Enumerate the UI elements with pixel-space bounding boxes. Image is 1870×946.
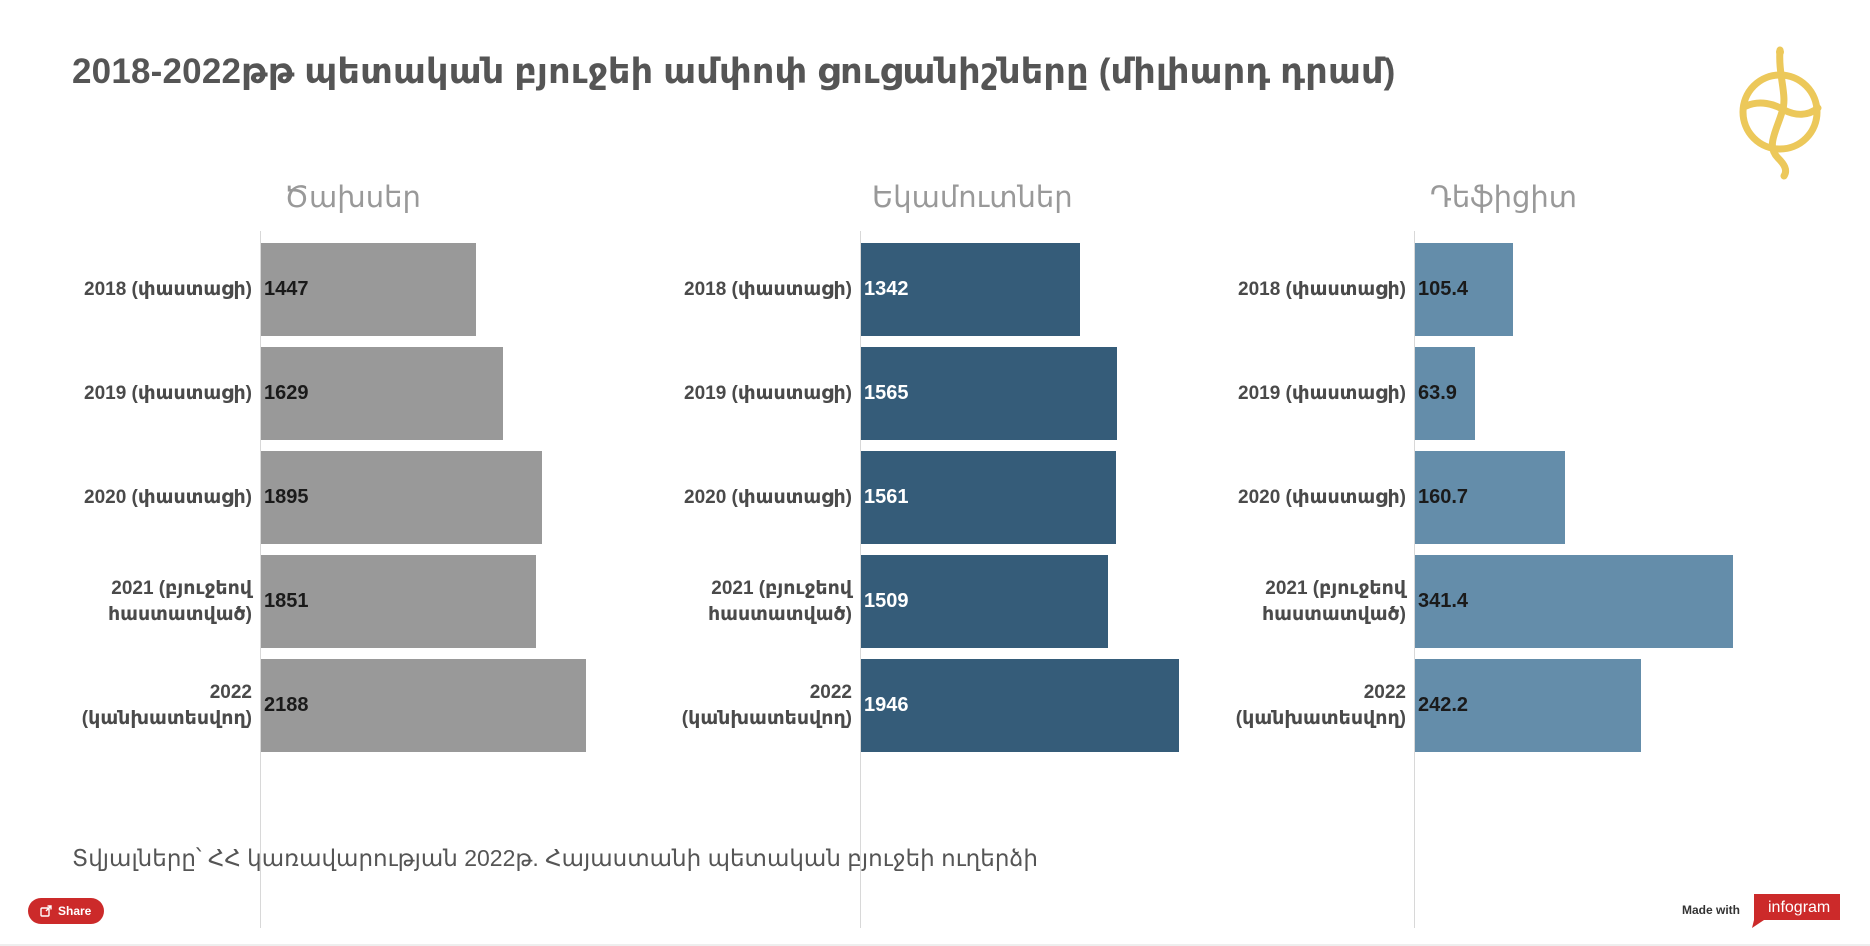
category-label: 2019 (փաստացի) [1238, 382, 1406, 404]
bar [861, 659, 1179, 752]
data-label: 1946 [864, 694, 909, 716]
page-title: 2018-2022թթ պետական բյուջեի ամփոփ ցուցան… [72, 52, 1396, 91]
bar [261, 555, 536, 648]
data-label: 1895 [264, 486, 309, 508]
share-icon [40, 905, 52, 917]
bar [1415, 243, 1513, 336]
chart-panel-deficit: Դեֆիցիտ 2018 (փաստացի) 105.4 2019 (փաստացի… [1226, 160, 1746, 928]
data-label: 1629 [264, 382, 309, 404]
data-label: 160.7 [1418, 486, 1469, 508]
data-label: 341.4 [1418, 590, 1469, 612]
data-label: 2188 [264, 694, 309, 716]
logo-icon [1739, 46, 1822, 180]
chart-title-expenses: Ծախսեր [284, 182, 421, 214]
category-label: 2022 (կանխատեսվող) [81, 681, 252, 729]
axis-line-revenues [860, 231, 861, 928]
bar [1415, 347, 1475, 440]
bar [261, 347, 503, 440]
bar [1415, 659, 1641, 752]
infogram-badge[interactable] [1744, 894, 1840, 928]
share-label: Share [58, 904, 92, 918]
data-label: 1342 [864, 278, 909, 300]
data-label: 1509 [864, 590, 909, 612]
category-label: 2021 (բյուջեով հաստատված) [107, 577, 252, 625]
chart-panel-expenses: Ծախսեր 2018 (փաստացի) 1447 2019 (փաստացի) 1… [72, 160, 592, 928]
chart-title-revenues: Եկամուտներ [872, 182, 1073, 214]
data-label: 242.2 [1418, 694, 1469, 716]
made-with-label: Made with [1682, 903, 1741, 917]
category-label: 2020 (փաստացի) [684, 486, 852, 508]
bar [261, 451, 542, 544]
axis-line-expenses [260, 231, 261, 928]
category-label: 2021 (բյուջեով հաստատված) [1261, 577, 1406, 625]
category-label: 2020 (փաստացի) [1238, 486, 1406, 508]
data-label: 105.4 [1418, 278, 1469, 300]
category-label: 2018 (փաստացի) [1238, 278, 1406, 300]
bar [861, 347, 1117, 440]
category-label: 2019 (փաստացի) [684, 382, 852, 404]
data-label: 1561 [864, 486, 909, 508]
data-label: 63.9 [1418, 382, 1457, 404]
axis-line-deficit [1414, 231, 1415, 928]
category-label: 2021 (բյուջեով հաստատված) [707, 577, 852, 625]
share-button[interactable]: Share [28, 898, 104, 924]
bar [861, 243, 1080, 336]
bar [861, 555, 1108, 648]
bar [261, 659, 586, 752]
data-label: 1851 [264, 590, 309, 612]
chart-title-deficit: Դեֆիցիտ [1430, 182, 1577, 214]
bar [861, 451, 1116, 544]
category-label: 2022 (կանխատեսվող) [1235, 681, 1406, 729]
data-label: 1447 [264, 278, 309, 300]
category-label: 2018 (փաստացի) [84, 278, 252, 300]
bar [261, 243, 476, 336]
bar [1415, 451, 1565, 544]
data-label: 1565 [864, 382, 909, 404]
category-label: 2022 (կանխատեսվող) [681, 681, 852, 729]
bar [1415, 555, 1733, 648]
category-label: 2020 (փաստացի) [84, 486, 252, 508]
category-label: 2019 (փաստացի) [84, 382, 252, 404]
chart-panel-revenues: Եկամուտներ 2018 (փաստացի) 1342 2019 (փաստա… [672, 160, 1192, 928]
category-label: 2018 (փաստացի) [684, 278, 852, 300]
source-note: Տվյալները՝ ՀՀ կառավարության 2022թ. Հայաս… [72, 845, 1038, 871]
infogram-brand-label: infogram [1768, 899, 1831, 916]
